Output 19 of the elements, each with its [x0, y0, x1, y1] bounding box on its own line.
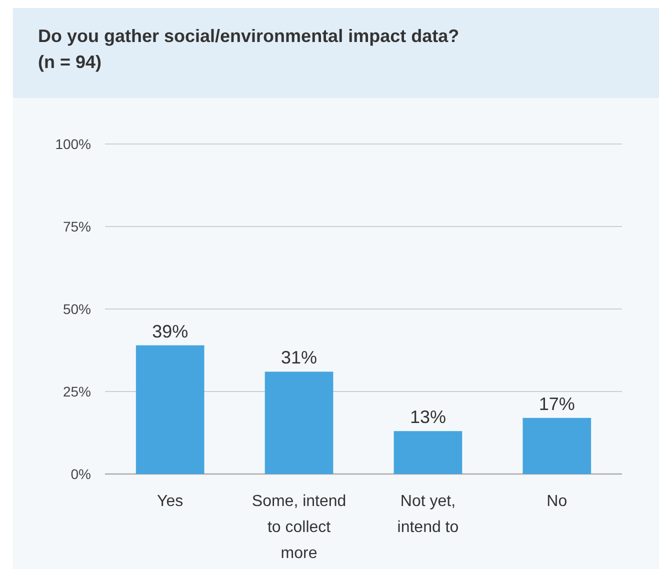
bar	[394, 431, 462, 474]
bar	[522, 418, 592, 474]
chart-subtitle: (n = 94)	[38, 52, 102, 72]
bar	[264, 372, 334, 474]
y-tick-label: 25%	[62, 383, 91, 400]
data-label: 39%	[152, 321, 188, 342]
data-label: 17%	[538, 394, 575, 414]
data-label: 31%	[281, 348, 318, 368]
x-tick-label: Not yet, intend to	[397, 493, 459, 536]
y-tick-label: 50%	[62, 300, 91, 317]
data-label: 13%	[410, 407, 446, 428]
y-tick-label: 0%	[70, 466, 91, 482]
x-tick-label: Yes	[157, 493, 184, 510]
chart-title: Do you gather social/environmental impact data?	[38, 26, 460, 46]
y-tick-label: 75%	[62, 218, 91, 234]
bar	[136, 345, 204, 474]
x-tick-label: Some, intend to collect more	[252, 493, 346, 562]
y-tick-label: 100%	[55, 136, 91, 152]
x-tick-label: No	[546, 493, 568, 510]
